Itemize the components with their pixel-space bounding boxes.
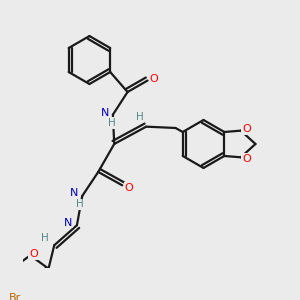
Text: O: O [124, 183, 133, 193]
Text: H: H [108, 118, 116, 128]
Text: Br: Br [9, 292, 21, 300]
Text: O: O [29, 249, 38, 259]
Text: N: N [101, 107, 110, 118]
Text: N: N [63, 218, 72, 228]
Text: N: N [70, 188, 78, 198]
Text: O: O [150, 74, 159, 84]
Text: O: O [242, 154, 251, 164]
Text: H: H [76, 200, 84, 209]
Text: O: O [242, 124, 251, 134]
Text: H: H [136, 112, 143, 122]
Text: H: H [41, 233, 49, 243]
